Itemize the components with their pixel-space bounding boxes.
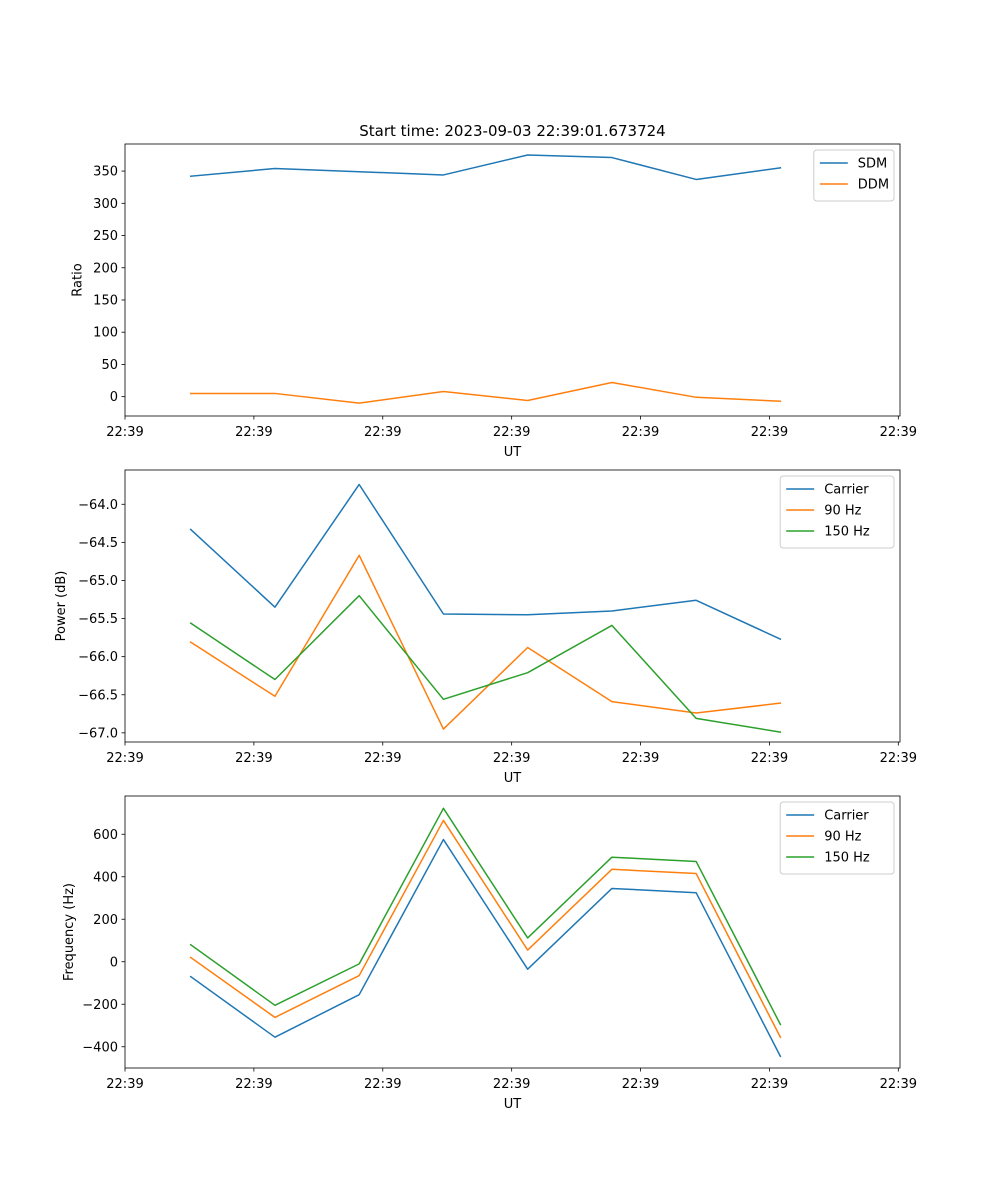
y-tick-label: −400 (82, 1040, 118, 1055)
y-tick-label: −67.0 (78, 726, 118, 741)
y-tick-label: −64.0 (78, 498, 118, 513)
y-axis-label: Power (dB) (54, 571, 69, 642)
x-tick-label: 22:39 (493, 425, 530, 440)
legend-label-carrier: Carrier (824, 483, 869, 498)
y-tick-label: −65.5 (78, 612, 118, 627)
y-tick-label: −66.0 (78, 650, 118, 665)
x-tick-label: 22:39 (106, 751, 143, 766)
x-tick-label: 22:39 (235, 425, 272, 440)
y-axis: 0 50 100 150 200 250 300 350 Ratio (70, 165, 125, 405)
series-line-ddm (189, 381, 782, 404)
legend: SDM DDM (813, 149, 895, 202)
series-line-150-hz (189, 594, 782, 733)
chart-panel-3: 22:39 22:39 22:39 22:39 22:39 22:39 22:39 UT −40… (62, 795, 917, 1112)
y-axis: −67.0 −66.5 −66.0 −65.5 −65.0 −64.5 −64.0 Power… (54, 498, 125, 741)
series-line-150-hz (189, 807, 782, 1026)
y-tick-label: −66.5 (78, 688, 118, 703)
x-tick-label: 22:39 (364, 751, 401, 766)
x-tick-label: 22:39 (106, 1077, 143, 1092)
series-line-sdm (189, 154, 782, 181)
x-tick-label: 22:39 (622, 751, 659, 766)
y-axis: −400 −200 0 200 400 600 Frequency (Hz) (62, 828, 125, 1055)
x-tick-label: 22:39 (880, 751, 917, 766)
legend: Carrier 90 Hz 150 Hz (779, 801, 895, 875)
figure-title: Start time: 2023-09-03 22:39:01.673724 (359, 122, 665, 140)
y-tick-label: 200 (93, 913, 118, 928)
x-axis: 22:39 22:39 22:39 22:39 22:39 22:39 22:39 UT (106, 742, 917, 786)
x-tick-label: 22:39 (106, 425, 143, 440)
x-tick-label: 22:39 (235, 1077, 272, 1092)
y-tick-label: 0 (110, 955, 118, 970)
legend-label-carrier: Carrier (824, 809, 869, 824)
series-line-carrier (189, 838, 782, 1058)
x-axis-label: UT (504, 771, 522, 786)
chart-panel-1: 22:39 22:39 22:39 22:39 22:39 22:39 22:39 UT 0 50… (70, 143, 917, 460)
series-line-90-hz (189, 554, 782, 730)
legend-box (779, 801, 895, 875)
x-tick-label: 22:39 (751, 425, 788, 440)
y-tick-label: 0 (110, 390, 118, 405)
series-lines (189, 154, 782, 404)
x-tick-label: 22:39 (622, 1077, 659, 1092)
y-axis-label: Ratio (70, 263, 85, 296)
y-tick-label: 300 (93, 197, 118, 212)
x-axis: 22:39 22:39 22:39 22:39 22:39 22:39 22:39 UT (106, 416, 917, 460)
series-line-carrier (189, 483, 782, 641)
legend-box (779, 475, 895, 549)
x-tick-label: 22:39 (364, 1077, 401, 1092)
y-tick-label: 400 (93, 870, 118, 885)
legend-label-90-hz: 90 Hz (824, 830, 861, 845)
x-tick-label: 22:39 (622, 425, 659, 440)
legend-label-ddm: DDM (858, 178, 889, 193)
legend: Carrier 90 Hz 150 Hz (779, 475, 895, 549)
x-axis-label: UT (504, 445, 522, 460)
y-tick-label: −64.5 (78, 536, 118, 551)
x-tick-label: 22:39 (493, 751, 530, 766)
y-tick-label: 150 (93, 293, 118, 308)
y-tick-label: 600 (93, 828, 118, 843)
axes-frame (124, 143, 901, 417)
x-tick-label: 22:39 (880, 1077, 917, 1092)
chart-panel-2: 22:39 22:39 22:39 22:39 22:39 22:39 22:39 UT −67… (54, 469, 917, 786)
series-lines (189, 807, 782, 1058)
x-tick-label: 22:39 (493, 1077, 530, 1092)
x-tick-label: 22:39 (751, 1077, 788, 1092)
y-tick-label: 250 (93, 229, 118, 244)
series-line-90-hz (189, 819, 782, 1039)
legend-label-150-hz: 150 Hz (824, 851, 870, 866)
x-tick-label: 22:39 (235, 751, 272, 766)
x-axis-label: UT (504, 1097, 522, 1112)
legend-label-90-hz: 90 Hz (824, 504, 861, 519)
y-tick-label: 50 (101, 358, 118, 373)
y-tick-label: 100 (93, 326, 118, 341)
y-axis-label: Frequency (Hz) (62, 883, 77, 981)
y-tick-label: −200 (82, 998, 118, 1013)
y-tick-label: 200 (93, 261, 118, 276)
axes-frame (124, 469, 901, 743)
legend-label-sdm: SDM (858, 157, 887, 172)
x-tick-label: 22:39 (364, 425, 401, 440)
y-tick-label: 350 (93, 165, 118, 180)
legend-label-150-hz: 150 Hz (824, 525, 870, 540)
x-tick-label: 22:39 (751, 751, 788, 766)
x-tick-label: 22:39 (880, 425, 917, 440)
series-lines (189, 483, 782, 733)
panels: 22:39 22:39 22:39 22:39 22:39 22:39 22:39 UT 0 50… (54, 143, 917, 1112)
axes-frame (124, 795, 901, 1069)
y-tick-label: −65.0 (78, 574, 118, 589)
x-axis: 22:39 22:39 22:39 22:39 22:39 22:39 22:39 UT (106, 1068, 917, 1112)
